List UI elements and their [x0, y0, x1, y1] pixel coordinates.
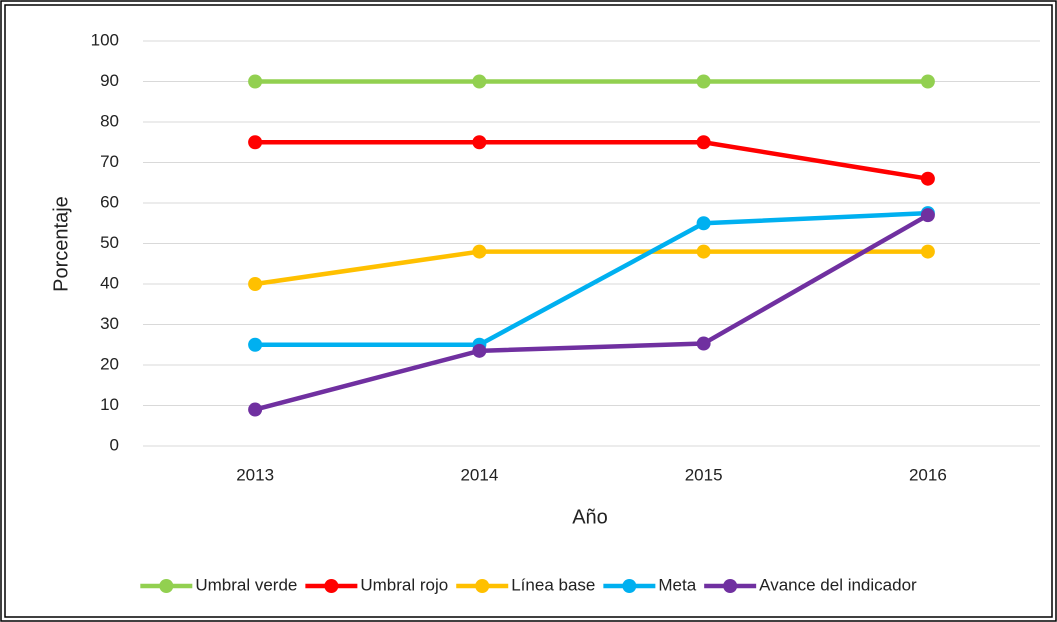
x-axis-label: Año — [572, 506, 608, 528]
point — [472, 135, 487, 150]
y-tick-label: 30 — [100, 314, 119, 333]
point — [248, 277, 263, 291]
legend-marker — [475, 579, 490, 593]
legend-marker — [159, 579, 174, 593]
legend-marker — [324, 579, 339, 593]
point — [920, 208, 935, 223]
y-tick-label: 60 — [100, 192, 119, 211]
point — [696, 74, 711, 89]
y-tick-label: 80 — [100, 111, 119, 130]
y-tick-label: 70 — [100, 152, 119, 171]
inner-border — [4, 4, 1053, 618]
legend-marker — [723, 579, 738, 593]
series-line — [255, 140, 929, 181]
point — [248, 402, 263, 417]
y-axis-label: Porcentaje — [50, 196, 72, 292]
x-tick-label: 2015 — [685, 465, 723, 484]
point — [696, 244, 711, 259]
legend-label: Línea base — [511, 575, 595, 594]
point — [472, 74, 487, 89]
y-tick-label: 100 — [91, 30, 119, 49]
y-tick-label: 20 — [100, 354, 119, 373]
point — [920, 74, 935, 89]
point — [472, 244, 487, 259]
x-tick-label: 2013 — [236, 465, 274, 484]
y-tick-label: 10 — [100, 395, 119, 414]
legend-marker — [622, 579, 637, 593]
legend: Umbral verde Umbral rojo Línea base Meta Ava… — [140, 575, 917, 594]
point — [920, 171, 935, 186]
point — [248, 74, 263, 89]
point — [696, 336, 711, 351]
legend-label: Umbral rojo — [360, 575, 448, 594]
point — [472, 343, 487, 358]
legend-label: Avance del indicador — [759, 575, 917, 594]
point — [696, 216, 711, 231]
series-line — [255, 210, 928, 347]
y-tick-label: 90 — [100, 71, 119, 90]
x-tick-label: 2016 — [909, 465, 947, 484]
legend-label: Meta — [658, 575, 696, 594]
point — [696, 135, 711, 150]
y-tick-label: 0 — [110, 435, 119, 454]
point — [248, 337, 263, 352]
x-tick-label: 2014 — [460, 465, 498, 484]
point — [920, 244, 935, 259]
legend-label: Umbral verde — [195, 575, 297, 594]
series-line — [254, 249, 928, 287]
y-tick-label: 40 — [100, 273, 119, 292]
point — [248, 135, 263, 150]
y-tick-label: 50 — [100, 233, 119, 252]
series-line — [254, 213, 929, 412]
